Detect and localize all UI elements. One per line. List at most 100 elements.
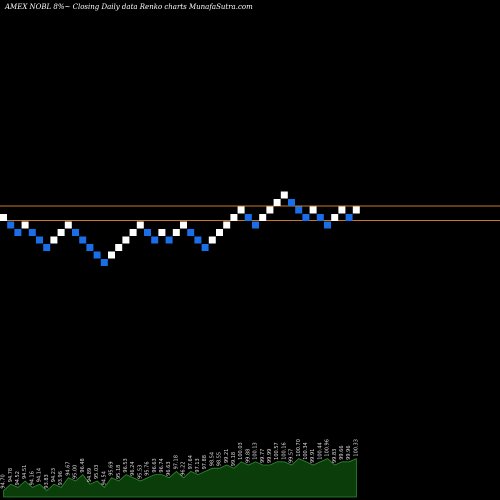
volume-label: 99.88	[245, 449, 251, 463]
volume-label: 96.53	[123, 458, 129, 472]
renko-brick-down	[302, 214, 310, 221]
volume-label: 94.51	[22, 465, 28, 479]
renko-brick-up	[223, 221, 231, 229]
chart-title: AMEX NOBL 8%~ Closing Daily data Renko c…	[4, 3, 253, 11]
renko-brick-down	[43, 244, 51, 251]
renko-brick-down	[244, 214, 252, 221]
volume-label: 97.88	[202, 455, 208, 469]
renko-brick-down	[187, 229, 195, 236]
renko-brick-down	[144, 229, 151, 236]
volume-label: 99.99	[267, 449, 273, 463]
renko-brick-down	[36, 236, 43, 244]
renko-brick-up	[57, 229, 65, 236]
volume-label: 99.96	[346, 445, 352, 459]
volume-label: 100.44	[317, 442, 323, 460]
volume-label: 95.69	[109, 461, 115, 475]
volume-label: 96.48	[80, 458, 86, 472]
volume-label: 99.66	[339, 445, 345, 459]
renko-brick-up	[309, 206, 317, 214]
volume-label: 96.22	[181, 461, 187, 475]
renko-brick-down	[93, 251, 101, 259]
volume-label: 100.96	[325, 439, 331, 457]
volume-label: 99.91	[310, 449, 316, 463]
volume-label: 94.67	[65, 461, 71, 475]
renko-brick-up	[64, 221, 72, 229]
volume-label: 93.96	[58, 471, 64, 485]
renko-brick-up	[136, 221, 144, 229]
volume-label: 97.18	[173, 455, 179, 469]
volume-label: 98.54	[209, 452, 215, 466]
volume-label: 99.83	[332, 449, 338, 463]
volume-label: 96.63	[152, 458, 158, 472]
renko-brick-down	[79, 236, 87, 244]
volume-label: 100.16	[281, 442, 287, 460]
renko-brick-up	[259, 214, 267, 221]
renko-brick-up	[21, 221, 29, 229]
renko-brick-up	[122, 236, 130, 244]
volume-label: 94.52	[15, 471, 21, 485]
volume-label: 100.03	[238, 442, 244, 460]
volume-label: 94.54	[101, 471, 107, 485]
renko-brick-up	[230, 214, 238, 221]
renko-brick-up	[273, 199, 281, 206]
volume-label: 98.55	[217, 452, 223, 466]
volume-label: 95.18	[116, 465, 122, 479]
renko-brick-up	[208, 236, 216, 244]
renko-brick-up	[352, 206, 360, 214]
renko-brick-up	[338, 206, 346, 214]
volume-label: 96.63	[166, 461, 172, 475]
renko-brick-down	[86, 244, 94, 251]
renko-brick-down	[316, 214, 324, 221]
volume-label: 99.18	[231, 452, 237, 466]
volume-label: 96.24	[130, 461, 136, 475]
renko-brick-up	[280, 191, 288, 199]
renko-brick-down	[252, 221, 259, 229]
volume-series	[3, 457, 357, 498]
volume-label: 99.57	[289, 449, 295, 463]
renko-brick-down	[324, 221, 331, 229]
renko-brick-down	[194, 236, 202, 244]
volume-label: 94.14	[37, 468, 43, 482]
volume-label: 100.33	[353, 439, 359, 457]
renko-brick-up	[266, 206, 274, 214]
renko-brick-down	[100, 259, 108, 266]
renko-brick-down	[201, 244, 209, 251]
volume-label: 96.74	[159, 458, 165, 472]
volume-label: 99.21	[224, 449, 230, 463]
volume-label: 94.23	[51, 468, 57, 482]
renko-brick-up	[172, 229, 180, 236]
renko-brick-up	[331, 214, 339, 221]
renko-brick-down	[7, 221, 15, 229]
volume-label: 95.00	[73, 465, 79, 479]
renko-brick-down	[295, 206, 303, 214]
volume-label: 93.83	[44, 474, 50, 488]
volume-label: 100.13	[253, 442, 259, 460]
renko-brick-down	[151, 236, 159, 244]
renko-brick-up	[108, 251, 115, 259]
volume-label: 99.77	[260, 449, 266, 463]
volume-label: 97.64	[188, 455, 194, 469]
renko-brick-up	[158, 229, 166, 236]
renko-brick-up	[180, 221, 187, 229]
volume-label: 94.16	[29, 471, 35, 485]
renko-brick-down	[72, 229, 79, 236]
volume-label: 95.76	[145, 461, 151, 475]
volume-label: 94.70	[1, 474, 7, 488]
volume-labels: 94.70 94.78 94.52 94.51 94.16 94.14 93.83 94.23…	[1, 439, 360, 489]
volume-label: 94.78	[8, 468, 14, 482]
renko-brick-down	[288, 199, 295, 206]
renko-brick-up	[216, 229, 223, 236]
renko-bricks	[0, 191, 360, 266]
renko-brick-up	[115, 244, 123, 251]
renko-brick-up	[237, 206, 245, 214]
volume-label: 100.34	[303, 442, 309, 460]
renko-brick-up	[50, 236, 58, 244]
volume-label: 95.53	[137, 465, 143, 479]
renko-brick-up	[129, 229, 137, 236]
volume-label: 95.03	[94, 465, 100, 479]
volume-area	[3, 457, 357, 498]
volume-label: 97.13	[195, 458, 201, 472]
renko-brick-down	[14, 229, 22, 236]
